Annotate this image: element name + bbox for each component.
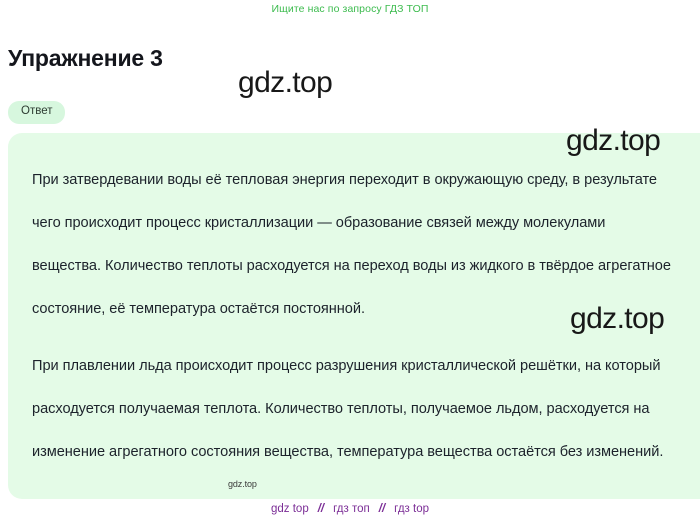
answer-paragraph: При затвердевании воды её тепловая энерг… [32,172,671,317]
footer-link-gdz-top-mixed[interactable]: гдз top [394,503,429,515]
page-title: Упражнение 3 [8,45,163,72]
watermark-logo: gdz.top [238,66,333,99]
answer-badge[interactable]: Ответ [8,101,66,124]
footer-links: gdz top // гдз топ // гдз top [0,503,700,515]
footer-link-gdz-top-cyrillic[interactable]: гдз топ [333,503,370,515]
promo-bar: Ищите нас по запросу ГДЗ ТОП [0,0,700,18]
answer-text-block: При затвердевании воды её тепловая энерг… [32,159,672,474]
footer-separator: // [378,503,386,515]
footer-link-gdz-top-latin[interactable]: gdz top [271,503,309,515]
answer-panel: При затвердевании воды её тепловая энерг… [8,133,700,499]
footer-separator: // [317,503,325,515]
promo-text: Ищите нас по запросу ГДЗ ТОП [271,3,429,15]
answer-paragraph: При плавлении льда происходит процесс ра… [32,358,664,460]
